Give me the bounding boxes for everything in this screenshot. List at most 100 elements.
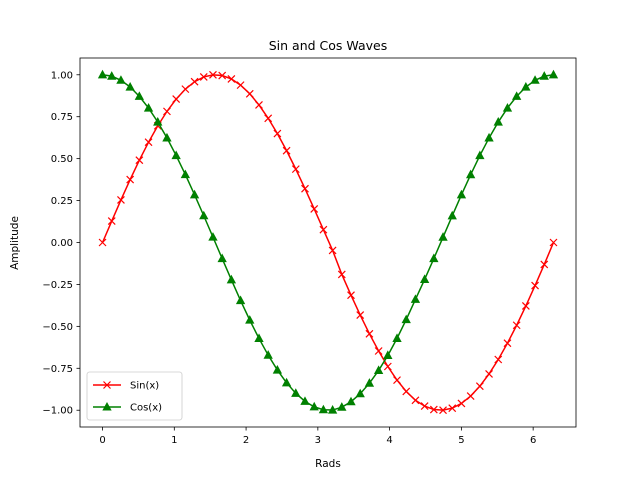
data-point [410, 294, 421, 303]
data-point [226, 274, 237, 284]
data-point [255, 101, 263, 109]
data-point [548, 69, 559, 79]
data-point [98, 238, 107, 247]
data-point [300, 396, 310, 405]
data-point [383, 350, 393, 359]
data-point [327, 405, 338, 414]
x-tick-label: 6 [530, 435, 536, 446]
data-point [457, 399, 466, 408]
legend-item: Cos(x) [93, 401, 162, 414]
series-line-sin-x [101, 74, 555, 411]
series-line-cos-x [102, 74, 554, 411]
data-point [402, 387, 411, 396]
data-point [143, 103, 154, 112]
data-point [190, 77, 199, 86]
data-point [153, 116, 163, 126]
data-point [521, 301, 530, 310]
y-axis-label: Amplitude [9, 216, 21, 270]
data-point [199, 210, 209, 220]
y-tick-label: −0.25 [42, 280, 73, 291]
y-tick-label: 0.25 [51, 196, 73, 207]
y-tick-label: 0.75 [51, 112, 73, 123]
series-markers-cos-x [97, 69, 559, 414]
data-point [429, 405, 438, 414]
legend-label: Cos(x) [130, 403, 162, 414]
data-point [125, 81, 135, 91]
data-point [438, 232, 448, 241]
data-point [364, 378, 375, 387]
data-point [485, 369, 493, 378]
data-point [235, 295, 246, 305]
data-point [337, 402, 347, 411]
data-point [134, 91, 145, 100]
data-point [208, 232, 218, 241]
data-point [346, 396, 356, 406]
data-point [465, 169, 476, 179]
data-point [374, 347, 383, 355]
legend-item: Sin(x) [93, 381, 159, 392]
data-point [189, 189, 200, 199]
data-point [264, 114, 273, 123]
data-point [254, 333, 264, 343]
y-tick-label: 0.00 [51, 238, 73, 249]
y-tick-label: −0.50 [42, 322, 73, 333]
data-point [521, 81, 531, 91]
data-point [227, 75, 236, 83]
x-tick-label: 4 [386, 435, 392, 446]
data-point [447, 210, 457, 220]
data-point [171, 150, 181, 160]
data-point [549, 238, 558, 247]
data-point [493, 117, 503, 126]
data-point [162, 132, 172, 142]
y-tick-label: −0.75 [42, 364, 73, 375]
data-point [512, 321, 521, 330]
data-point [539, 71, 549, 80]
data-point [475, 382, 484, 391]
y-tick-label: 0.50 [51, 154, 73, 165]
plot-area [97, 69, 559, 415]
data-point [291, 165, 300, 174]
data-point [373, 365, 384, 374]
data-point [236, 81, 245, 90]
data-point [281, 377, 292, 387]
data-point [245, 315, 255, 324]
data-point [245, 89, 254, 98]
data-point [217, 253, 227, 263]
data-point [181, 85, 190, 94]
data-point [272, 365, 283, 374]
data-point [126, 175, 135, 184]
y-tick-label: −1.00 [42, 406, 73, 417]
data-point [466, 392, 475, 400]
legend-box [86, 371, 183, 421]
x-tick-label: 0 [99, 435, 105, 446]
data-point [448, 404, 457, 413]
data-point [172, 95, 181, 104]
data-point [328, 246, 337, 255]
legend: Sin(x) Cos(x) [86, 371, 183, 421]
data-point [531, 281, 539, 290]
x-tick-label: 3 [315, 435, 321, 446]
data-point [163, 107, 171, 116]
data-point [309, 401, 319, 411]
data-point [355, 388, 365, 398]
data-point [291, 388, 301, 397]
data-point [456, 189, 467, 199]
data-point [319, 225, 328, 234]
data-point [475, 150, 485, 160]
data-point [218, 71, 227, 80]
legend-label: Sin(x) [130, 381, 159, 392]
data-point [135, 156, 144, 165]
data-point [282, 146, 291, 155]
data-point [420, 402, 429, 411]
data-point [273, 129, 282, 138]
data-point [144, 138, 153, 147]
data-point [439, 406, 447, 415]
data-point [494, 355, 503, 364]
data-point [365, 329, 374, 338]
x-axis-label: Rads [315, 458, 341, 470]
series-markers-sin-x [98, 70, 558, 415]
data-point [484, 132, 494, 142]
data-point [180, 169, 191, 179]
data-point [97, 69, 108, 79]
